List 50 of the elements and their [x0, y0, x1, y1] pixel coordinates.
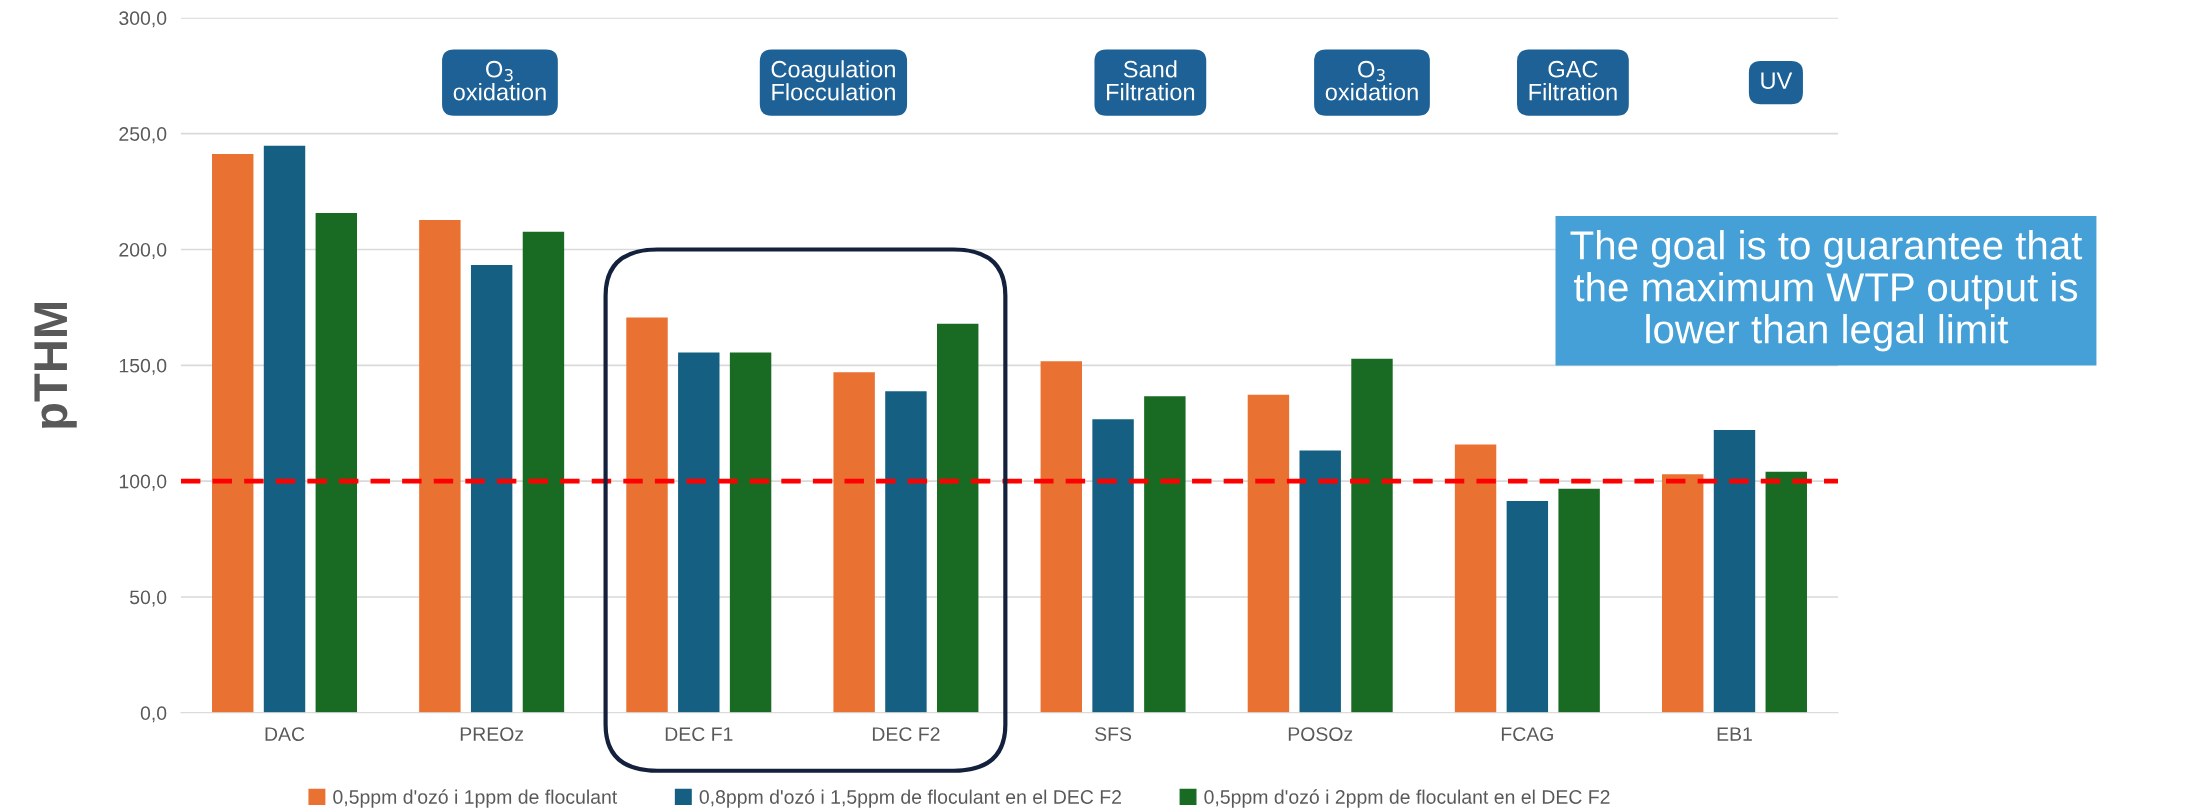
bar: [1092, 419, 1134, 713]
x-tick-label: FCAG: [1501, 727, 1553, 741]
y-tick-label: 100,0: [119, 474, 167, 491]
bar: [1299, 450, 1341, 713]
bar: [1506, 501, 1549, 713]
annotation: Sand Filtration: [1107, 60, 1195, 101]
x-tick-label: DEC F2: [872, 727, 940, 741]
bar: [885, 391, 927, 713]
y-tick-label: 250,0: [119, 127, 167, 144]
y-tick-label: 150,0: [119, 358, 167, 375]
annotation: UV: [1761, 72, 1793, 90]
y-tick-label: 50,0: [130, 590, 167, 607]
x-tick-label: DEC F1: [665, 727, 733, 741]
bar: [1765, 471, 1807, 713]
bar: [212, 154, 254, 713]
bar: [833, 372, 875, 713]
legend-label: 0,8ppm d'ozó i 1,5ppm de floculant en el DEC F2: [699, 789, 1121, 808]
bar: [1247, 394, 1290, 713]
bar: [522, 231, 565, 713]
annotation: O$_{3}$ oxidation: [1325, 60, 1418, 101]
x-tick-label: SFS: [1095, 727, 1132, 741]
bar: [315, 212, 358, 713]
x-tick-label: EB1: [1717, 727, 1752, 741]
bar: [1454, 444, 1497, 713]
bar: [729, 352, 772, 713]
bar: [937, 323, 979, 713]
bar: [1661, 474, 1704, 713]
bar: [419, 220, 461, 713]
legend-label: 0,5ppm d'ozó i 2ppm de floculant en el DEC F2: [1204, 789, 1610, 808]
y-axis-title: pTHM: [34, 302, 77, 428]
bar: [470, 265, 513, 713]
bar: [1713, 429, 1756, 713]
annotation: Coagulation Flocculation: [771, 60, 895, 101]
bar: [626, 317, 668, 713]
bar: [1351, 358, 1393, 713]
legend-label: 0,5ppm d'ozó i 1ppm de floculant: [333, 789, 618, 808]
annotation: GAC Filtration: [1529, 60, 1617, 101]
annotation: The goal is to guarantee that the maximum WTP output is lower than legal limit: [1570, 230, 2083, 352]
bar: [1144, 396, 1186, 713]
x-tick-label: DAC: [265, 727, 305, 741]
y-tick-label: 300,0: [119, 11, 167, 28]
bar: [1040, 361, 1082, 713]
bar: [678, 352, 720, 713]
bar: [263, 145, 306, 713]
bar: [1558, 488, 1600, 713]
x-tick-label: PREOz: [460, 727, 524, 741]
y-tick-label: 0,0: [140, 706, 167, 723]
annotation: O$_{3}$ oxidation: [453, 60, 546, 101]
x-tick-label: POSOz: [1288, 727, 1353, 741]
y-tick-label: 200,0: [119, 242, 167, 260]
